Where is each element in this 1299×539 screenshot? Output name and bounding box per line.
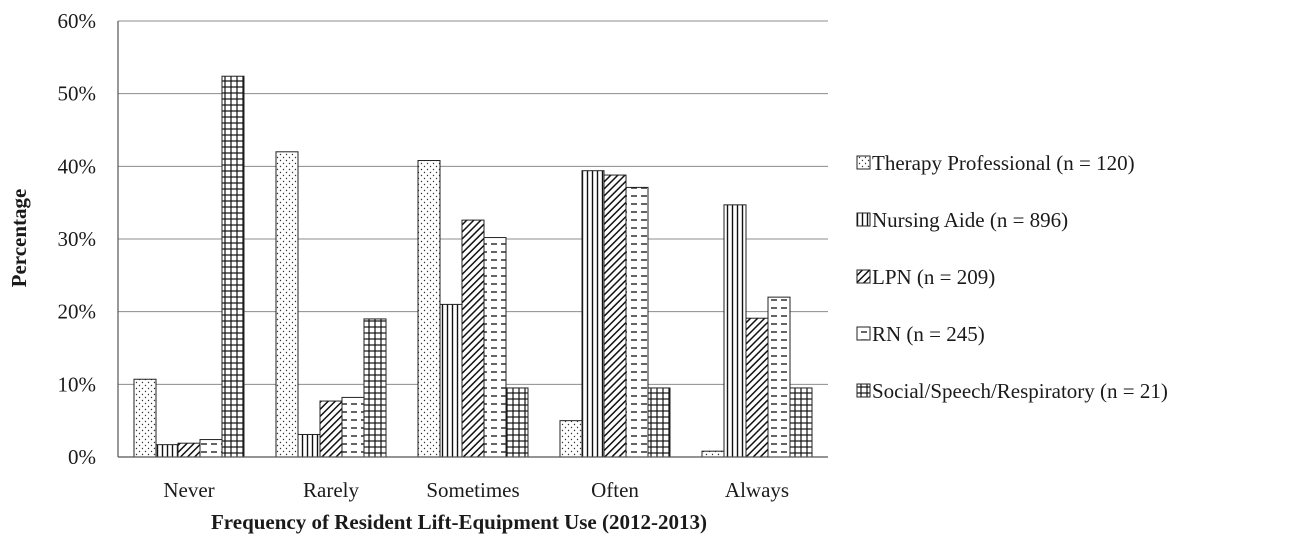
- legend-label: Therapy Professional (n = 120): [872, 151, 1135, 175]
- bar: [199, 439, 223, 458]
- bar: [767, 296, 791, 458]
- bar: [603, 174, 627, 458]
- y-tick-label: 20%: [58, 300, 97, 324]
- legend-label: Social/Speech/Respiratory (n = 21): [872, 379, 1168, 403]
- bar: [505, 387, 529, 458]
- bar: [789, 387, 813, 458]
- x-tick-label: Never: [163, 478, 214, 502]
- bar: [155, 444, 179, 458]
- y-tick-label: 10%: [58, 372, 97, 396]
- bar: [363, 318, 387, 458]
- bar: [221, 75, 245, 458]
- bars: [133, 75, 813, 458]
- legend-swatch: [856, 326, 871, 341]
- bar: [439, 303, 463, 458]
- legend-swatch: [856, 269, 871, 284]
- bar: [625, 186, 649, 458]
- bar: [297, 433, 321, 458]
- x-axis-title: Frequency of Resident Lift-Equipment Use…: [211, 510, 707, 534]
- x-tick-labels: Never Rarely Sometimes Often Always: [163, 478, 789, 502]
- x-tick-label: Sometimes: [426, 478, 519, 502]
- y-tick-label: 30%: [58, 227, 97, 251]
- bar: [133, 378, 157, 458]
- y-tick-label: 60%: [58, 9, 97, 33]
- bar: [341, 396, 365, 458]
- y-axis-title: Percentage: [7, 189, 31, 288]
- legend-label: LPN (n = 209): [872, 265, 995, 289]
- bar: [417, 160, 441, 458]
- y-tick-labels: 0% 10% 20% 30% 40% 50% 60%: [58, 9, 97, 469]
- bar: [723, 204, 747, 458]
- bar: [177, 442, 201, 458]
- bar: [701, 450, 725, 458]
- bar: [559, 420, 583, 458]
- x-tick-label: Often: [591, 478, 639, 502]
- legend-swatch: [856, 212, 871, 227]
- bar: [319, 400, 343, 458]
- x-tick-label: Rarely: [303, 478, 359, 502]
- bar: [275, 151, 299, 458]
- axes: [117, 21, 828, 458]
- y-tick-label: 40%: [58, 154, 97, 178]
- legend: Therapy Professional (n = 120) Nursing Ai…: [856, 151, 1168, 403]
- bar: [461, 219, 485, 458]
- legend-label: Nursing Aide (n = 896): [872, 208, 1068, 232]
- bar: [647, 387, 671, 458]
- bar: [745, 317, 769, 458]
- legend-swatch: [856, 383, 871, 398]
- y-tick-label: 50%: [58, 82, 97, 106]
- legend-label: RN (n = 245): [872, 322, 985, 346]
- legend-swatch: [856, 155, 871, 170]
- bar: [581, 170, 605, 458]
- bar: [483, 237, 507, 458]
- y-tick-label: 0%: [68, 445, 96, 469]
- x-tick-label: Always: [725, 478, 789, 502]
